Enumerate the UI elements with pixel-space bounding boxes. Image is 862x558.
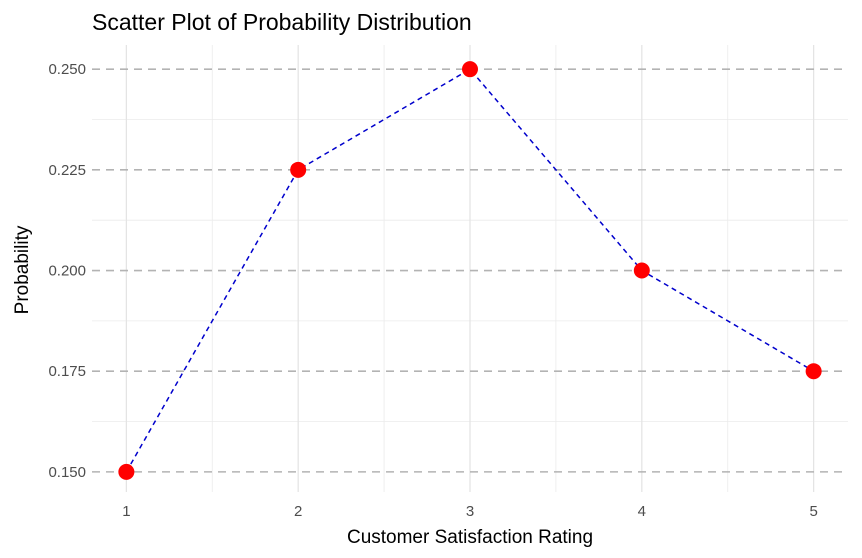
y-tick-label: 0.225 — [48, 162, 86, 179]
y-tick-label: 0.175 — [48, 363, 86, 380]
y-axis-label: Probability — [12, 225, 33, 314]
series-lines — [125, 68, 815, 473]
x-tick-label: 2 — [294, 503, 302, 520]
x-tick-labels: 1 2 3 4 5 — [122, 503, 818, 520]
data-point — [462, 61, 478, 78]
series-line — [125, 68, 815, 473]
x-tick-label: 4 — [638, 503, 646, 520]
x-tick-label: 3 — [466, 503, 474, 520]
y-tick-label: 0.250 — [48, 61, 86, 78]
data-point — [118, 463, 135, 480]
x-axis-label: Customer Satisfaction Rating — [347, 527, 593, 548]
data-point — [290, 161, 307, 178]
series-points — [118, 61, 822, 480]
x-tick-label: 1 — [122, 503, 130, 520]
chart-title: Scatter Plot of Probability Distribution — [92, 9, 472, 35]
y-tick-labels: 0.150 0.175 0.200 0.225 0.250 — [48, 61, 86, 481]
data-point — [633, 262, 650, 279]
x-tick-label: 5 — [809, 503, 817, 520]
major-x-gridlines — [125, 45, 815, 492]
y-tick-label: 0.200 — [48, 263, 86, 280]
data-point — [805, 363, 822, 380]
y-tick-label: 0.150 — [48, 464, 86, 481]
